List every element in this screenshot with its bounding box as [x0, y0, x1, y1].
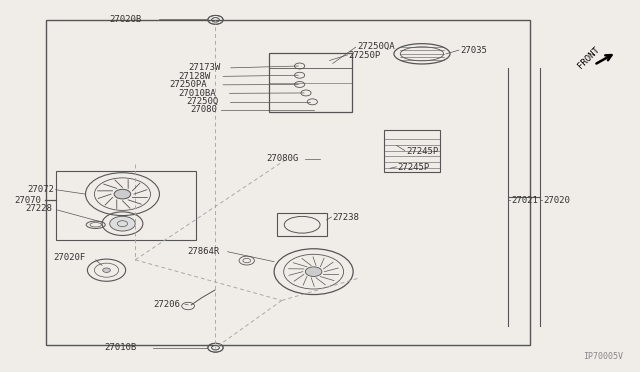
Text: 27021: 27021: [511, 196, 538, 205]
Text: 27245P: 27245P: [397, 163, 430, 172]
Text: 27250P: 27250P: [349, 51, 381, 60]
Circle shape: [109, 216, 135, 231]
Text: 27020: 27020: [543, 196, 570, 205]
Text: 27250PA: 27250PA: [169, 80, 207, 89]
Text: 27206: 27206: [153, 300, 180, 309]
Text: 27010B: 27010B: [104, 343, 137, 352]
Text: 27864R: 27864R: [188, 247, 220, 256]
Text: 27245P: 27245P: [406, 147, 438, 156]
Bar: [56, 171, 196, 240]
Text: 27020F: 27020F: [54, 253, 86, 263]
Text: 27035: 27035: [460, 46, 487, 55]
Text: 27080G: 27080G: [266, 154, 298, 163]
Text: FRONT: FRONT: [576, 45, 602, 70]
Text: 27238: 27238: [333, 212, 360, 221]
Text: 27228: 27228: [26, 204, 52, 214]
Text: 27080: 27080: [190, 105, 217, 115]
Text: 27072: 27072: [27, 185, 54, 194]
Text: IP70005V: IP70005V: [582, 352, 623, 361]
Text: 27128W: 27128W: [179, 72, 211, 81]
Circle shape: [102, 268, 110, 272]
Text: 27250QA: 27250QA: [357, 42, 395, 51]
Bar: [277, 213, 327, 236]
Text: 27250Q: 27250Q: [186, 97, 218, 106]
Circle shape: [114, 189, 131, 199]
Text: 27010BA: 27010BA: [179, 89, 216, 98]
Text: 27020B: 27020B: [109, 15, 142, 23]
Bar: [269, 53, 352, 112]
Bar: [46, 20, 531, 345]
Circle shape: [305, 267, 322, 276]
Bar: [384, 129, 440, 172]
Text: 27173W: 27173W: [188, 63, 220, 72]
Text: 27070: 27070: [14, 196, 41, 205]
